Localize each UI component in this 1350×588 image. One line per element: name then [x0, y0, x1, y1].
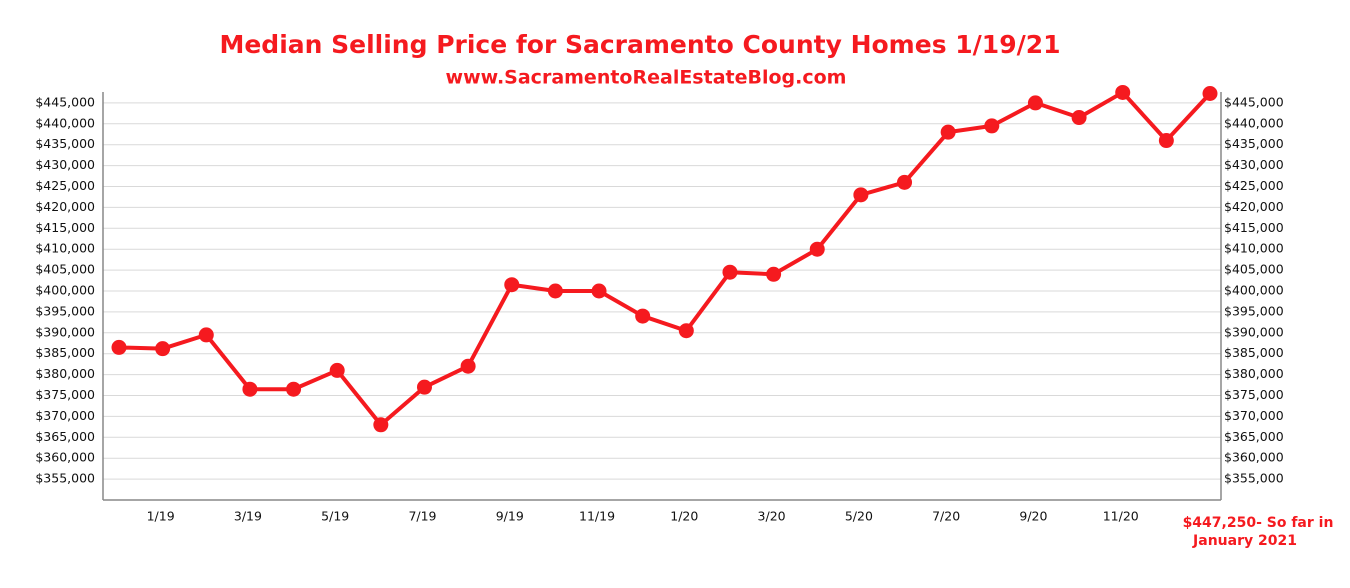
data-point	[1115, 84, 1131, 100]
y2-tick-label: $365,000	[1224, 429, 1284, 444]
data-point	[897, 174, 913, 190]
data-point	[635, 308, 651, 324]
y-tick-label: $355,000	[35, 471, 95, 486]
data-point	[1158, 133, 1174, 149]
x-tick-label: 7/20	[932, 509, 960, 524]
y2-tick-label: $370,000	[1224, 408, 1284, 423]
chart-title: Median Selling Price for Sacramento Coun…	[219, 30, 1060, 59]
y2-tick-label: $355,000	[1224, 471, 1284, 486]
data-point	[198, 327, 214, 343]
y-tick-label: $435,000	[35, 136, 95, 151]
y-tick-label: $440,000	[35, 115, 95, 130]
data-point	[1202, 85, 1218, 101]
y-tick-label: $370,000	[35, 408, 95, 423]
x-tick-label: 11/20	[1103, 509, 1139, 524]
y-tick-label: $430,000	[35, 157, 95, 172]
data-point	[809, 241, 825, 257]
y2-tick-label: $435,000	[1224, 136, 1284, 151]
x-tick-label: 1/20	[670, 509, 698, 524]
data-point	[416, 379, 432, 395]
data-point	[1027, 95, 1043, 111]
y2-tick-label: $425,000	[1224, 178, 1284, 193]
y-tick-label: $385,000	[35, 345, 95, 360]
y-tick-label: $365,000	[35, 429, 95, 444]
data-point	[722, 264, 738, 280]
y-tick-label: $425,000	[35, 178, 95, 193]
y-tick-label: $415,000	[35, 220, 95, 235]
annotation: $447,250- So far in	[1183, 515, 1334, 531]
y2-tick-label: $380,000	[1224, 366, 1284, 381]
data-point	[155, 341, 171, 357]
data-point	[766, 266, 782, 282]
data-point	[853, 187, 869, 203]
x-tick-label: 3/20	[758, 509, 786, 524]
y2-tick-label: $410,000	[1224, 241, 1284, 256]
series-line	[118, 90, 1212, 427]
y-tick-label: $410,000	[35, 241, 95, 256]
data-point	[111, 339, 127, 355]
data-point	[460, 358, 476, 374]
y2-tick-label: $420,000	[1224, 199, 1284, 214]
y2-tick-label: $400,000	[1224, 283, 1284, 298]
x-tick-label: 3/19	[234, 509, 262, 524]
data-point	[591, 283, 607, 299]
data-point	[547, 283, 563, 299]
x-tick-label: 11/19	[579, 509, 615, 524]
data-point	[1071, 110, 1087, 126]
y2-tick-label: $405,000	[1224, 262, 1284, 277]
y2-tick-label: $395,000	[1224, 303, 1284, 318]
data-point	[940, 124, 956, 140]
y2-tick-label: $390,000	[1224, 324, 1284, 339]
x-tick-label: 1/19	[147, 509, 175, 524]
annotation: January 2021	[1192, 533, 1297, 549]
y-tick-label: $390,000	[35, 324, 95, 339]
y-tick-label: $395,000	[35, 303, 95, 318]
data-point	[678, 323, 694, 339]
y-tick-label: $375,000	[35, 387, 95, 402]
y2-tick-label: $440,000	[1224, 115, 1284, 130]
data-point	[373, 417, 389, 433]
x-tick-label: 9/20	[1019, 509, 1047, 524]
x-tick-label: 5/19	[321, 509, 349, 524]
x-tick-label: 7/19	[408, 509, 436, 524]
data-point	[286, 381, 302, 397]
x-tick-label: 9/19	[496, 509, 524, 524]
data-point	[984, 118, 1000, 134]
y2-tick-label: $430,000	[1224, 157, 1284, 172]
y-tick-label: $420,000	[35, 199, 95, 214]
y2-tick-label: $360,000	[1224, 450, 1284, 465]
y2-tick-label: $375,000	[1224, 387, 1284, 402]
y-tick-label: $380,000	[35, 366, 95, 381]
chart-subtitle: www.SacramentoRealEstateBlog.com	[446, 67, 847, 89]
y-tick-label: $405,000	[35, 262, 95, 277]
y2-tick-label: $385,000	[1224, 345, 1284, 360]
data-point	[504, 277, 520, 293]
y2-tick-label: $445,000	[1224, 94, 1284, 109]
y-tick-label: $360,000	[35, 450, 95, 465]
y2-tick-label: $415,000	[1224, 220, 1284, 235]
data-point	[329, 362, 345, 378]
y-tick-label: $400,000	[35, 283, 95, 298]
y-tick-label: $445,000	[35, 94, 95, 109]
x-tick-label: 5/20	[845, 509, 873, 524]
data-point	[242, 381, 258, 397]
